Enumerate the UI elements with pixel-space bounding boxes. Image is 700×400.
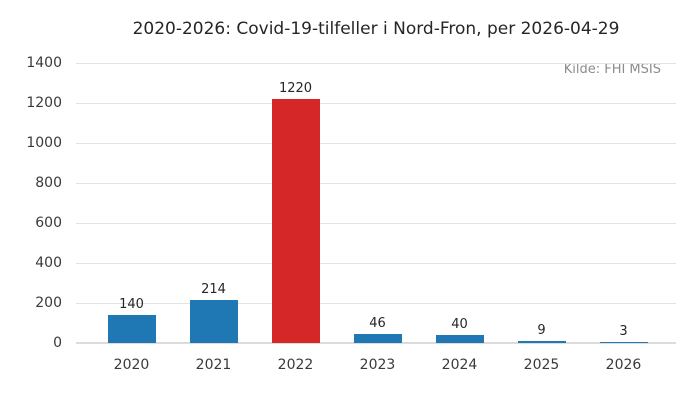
- gridline: [76, 182, 676, 184]
- bar-value-label: 40: [451, 317, 468, 332]
- bar-value-label: 46: [369, 315, 386, 331]
- y-tick-label: 1000: [26, 135, 62, 151]
- y-tick-label: 0: [53, 335, 62, 351]
- bar-2024: [435, 335, 484, 343]
- x-tick-label: 2021: [195, 357, 232, 373]
- bar-2021: [189, 300, 238, 343]
- chart-title: 2020-2026: Covid-19-tilfeller i Nord-Fro…: [132, 19, 620, 39]
- x-tick-label: 2023: [359, 357, 396, 373]
- x-tick-label: 2025: [523, 357, 560, 373]
- bar-value-label: 140: [119, 297, 144, 312]
- plot-area: 140 214 1220 46 40 9 3: [76, 62, 676, 344]
- x-tick-label: 2020: [113, 357, 150, 373]
- x-axis-baseline: [76, 342, 676, 344]
- gridline: [76, 62, 676, 64]
- bar-value-label: 9: [537, 323, 546, 339]
- y-tick-label: 800: [35, 175, 62, 191]
- bar-value-label: 1220: [278, 81, 313, 96]
- gridline: [76, 142, 676, 144]
- bar-2022: [271, 99, 320, 343]
- y-tick-label: 1400: [26, 55, 62, 71]
- bar-2023: [353, 333, 402, 343]
- gridline: [76, 102, 676, 104]
- gridline: [76, 262, 676, 264]
- gridline: [76, 222, 676, 224]
- y-tick-label: 600: [35, 215, 62, 231]
- source-annotation: Kilde: FHI MSIS: [563, 62, 661, 77]
- y-tick-label: 400: [35, 255, 62, 271]
- bar-2025: [517, 341, 566, 343]
- y-tick-label: 1200: [26, 95, 62, 111]
- gridline: [76, 302, 676, 304]
- x-tick-label: 2022: [277, 357, 314, 373]
- bar-2026: [599, 342, 648, 343]
- y-tick-label: 200: [35, 295, 62, 311]
- bar-value-label: 3: [619, 324, 628, 340]
- x-tick-label: 2024: [441, 357, 478, 373]
- bar-2020: [107, 315, 156, 343]
- bar-value-label: 214: [201, 282, 226, 298]
- x-tick-label: 2026: [605, 357, 642, 373]
